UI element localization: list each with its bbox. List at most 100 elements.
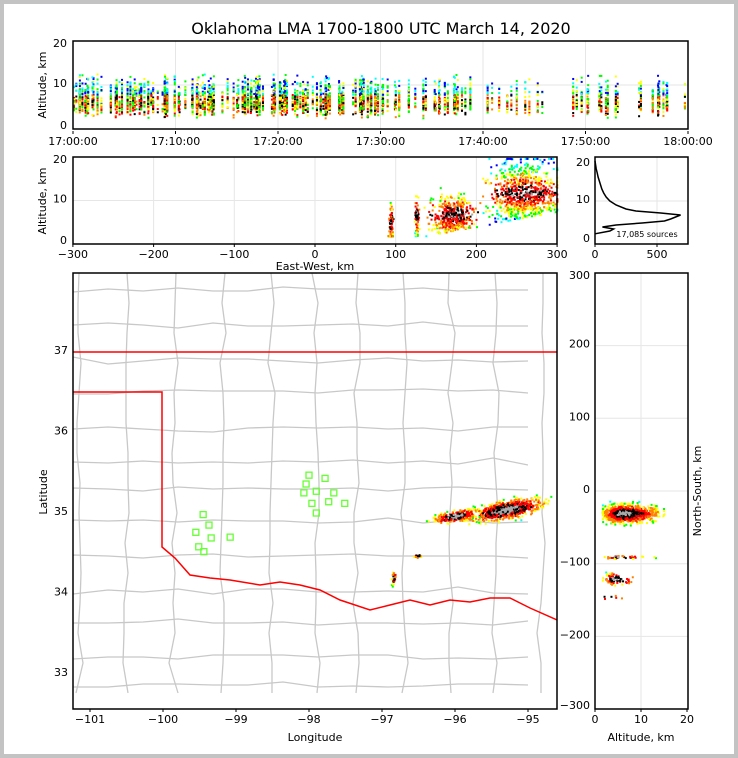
source-point — [203, 91, 206, 94]
source-point — [445, 203, 448, 206]
source-point — [327, 78, 330, 81]
source-point — [211, 106, 214, 109]
source-point — [441, 227, 444, 230]
source-point — [208, 87, 211, 90]
source-point — [255, 104, 258, 107]
source-point — [197, 104, 200, 107]
source-point — [261, 99, 264, 102]
source-point — [362, 84, 365, 87]
source-point — [536, 102, 539, 105]
source-point — [394, 98, 397, 101]
source-point — [132, 88, 135, 91]
source-point — [461, 211, 464, 214]
source-point — [486, 91, 489, 94]
source-point — [302, 97, 305, 100]
source-point — [299, 95, 302, 98]
source-point — [84, 106, 87, 109]
source-point — [657, 96, 660, 99]
source-point — [201, 86, 204, 89]
source-point — [296, 91, 299, 94]
source-point — [121, 100, 124, 103]
source-point — [598, 86, 601, 89]
source-point — [432, 198, 435, 201]
source-point — [327, 95, 330, 98]
source-point — [241, 100, 244, 103]
source-point — [366, 101, 369, 104]
source-point — [464, 100, 467, 103]
source-point — [354, 96, 357, 99]
source-point — [232, 114, 235, 117]
source-point — [173, 80, 176, 83]
source-point — [196, 109, 199, 112]
source-point — [152, 106, 155, 109]
source-point — [147, 93, 150, 96]
source-point — [600, 101, 603, 104]
source-point — [199, 84, 202, 87]
source-point — [156, 111, 159, 114]
source-point — [166, 89, 169, 92]
source-point — [244, 76, 247, 79]
source-point — [467, 216, 470, 219]
source-point — [382, 99, 385, 102]
source-point — [199, 111, 202, 114]
source-point — [156, 103, 159, 106]
source-point — [135, 92, 138, 95]
source-point — [109, 90, 112, 93]
source-point — [452, 220, 455, 223]
source-point — [418, 208, 421, 211]
source-point — [443, 83, 446, 86]
source-point — [212, 84, 215, 87]
source-point — [470, 222, 473, 225]
source-point — [424, 97, 427, 100]
source-point — [657, 94, 660, 97]
source-point — [164, 74, 167, 77]
source-point — [212, 88, 215, 91]
source-point — [126, 91, 129, 94]
source-point — [258, 93, 261, 96]
source-point — [455, 113, 458, 116]
source-point — [92, 106, 95, 109]
source-point — [138, 112, 141, 115]
source-point — [115, 101, 118, 104]
source-point — [315, 82, 318, 85]
source-point — [211, 86, 214, 89]
source-point — [258, 103, 261, 106]
source-point — [388, 234, 391, 237]
source-point — [270, 111, 273, 114]
source-point — [191, 91, 194, 94]
source-point — [455, 94, 458, 97]
source-point — [163, 92, 166, 95]
source-point — [440, 198, 443, 201]
source-point — [284, 93, 287, 96]
source-point — [311, 93, 314, 96]
source-point — [572, 104, 575, 107]
source-point — [243, 92, 246, 95]
source-point — [455, 73, 458, 76]
source-point — [657, 113, 660, 116]
source-point — [78, 79, 81, 82]
source-point — [246, 78, 249, 81]
source-point — [370, 109, 373, 112]
source-point — [458, 213, 461, 216]
source-point — [360, 75, 363, 78]
source-point — [81, 96, 84, 99]
source-point — [293, 113, 296, 116]
source-point — [417, 213, 420, 216]
source-point — [366, 108, 369, 111]
source-point — [446, 94, 449, 97]
source-point — [528, 113, 531, 116]
source-point — [447, 202, 450, 205]
source-point — [195, 106, 198, 109]
source-point — [435, 224, 438, 227]
source-point — [92, 103, 95, 106]
source-point — [366, 88, 369, 91]
source-point — [606, 94, 609, 97]
source-point — [173, 105, 176, 108]
source-point — [510, 85, 513, 88]
source-point — [326, 96, 329, 99]
source-point — [201, 74, 204, 77]
source-point — [453, 228, 456, 231]
source-point — [600, 92, 603, 95]
source-point — [91, 85, 94, 88]
source-point — [598, 109, 601, 112]
